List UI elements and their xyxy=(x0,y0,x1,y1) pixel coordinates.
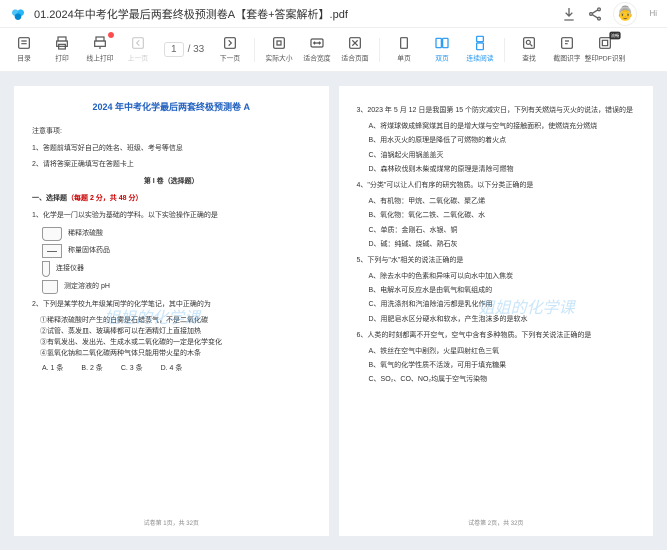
fit-width-button[interactable]: 适合宽度 xyxy=(299,30,335,70)
notice-heading: 注意事项: xyxy=(32,126,311,137)
single-button[interactable]: 单页 xyxy=(386,30,422,70)
download-icon[interactable] xyxy=(561,6,577,22)
prev-icon xyxy=(130,35,146,51)
online-print-icon xyxy=(92,35,108,51)
q4d: D、碱：纯碱、烧碱、熟石灰 xyxy=(369,239,636,250)
continuous-icon xyxy=(472,35,488,51)
document-title: 01.2024年中考化学最后两套终极预测卷A【套卷+答案解析】.pdf xyxy=(34,6,561,22)
print-icon xyxy=(54,35,70,51)
q5a: A、除去水中的色素和异味可以向水中加入焦炭 xyxy=(369,271,636,282)
page-footer-1: 试卷第 1页，共 32页 xyxy=(14,520,329,530)
q2-opt1: ①稀释浓硫酸时产生的白雾是石蜡蒸气，不是二氧化碳 xyxy=(40,315,311,326)
next-icon xyxy=(222,35,238,51)
find-button[interactable]: 查找 xyxy=(511,30,547,70)
q1: 1、化学是一门以实验为基础的学科。以下实验操作正确的是 xyxy=(32,210,311,221)
print-button[interactable]: 打印 xyxy=(44,30,80,70)
page-1: 2024 年中考化学最后两套终极预测卷 A 注意事项: 1、答题前填写好自己的姓… xyxy=(14,86,329,536)
figure-bottle-icon xyxy=(42,227,62,241)
catalog-icon xyxy=(16,35,32,51)
app-header: 01.2024年中考化学最后两套终极预测卷A【套卷+答案解析】.pdf 👵 Hi xyxy=(0,0,667,28)
q6b: B、氧气的化学性质不活泼，可用于填充糖果 xyxy=(369,360,636,371)
continuous-button[interactable]: 连续阅读 xyxy=(462,30,498,70)
q4a: A、有机物：甲烷、二氧化碳、聚乙烯 xyxy=(369,196,636,207)
notice-1: 1、答题前填写好自己的姓名、班级、考号等信息 xyxy=(32,143,311,154)
q3b: B、用水灭火的原理是降低了可燃物的着火点 xyxy=(369,135,636,146)
q2-answers: A. 1 条B. 2 条C. 3 条D. 4 条 xyxy=(42,363,311,374)
part-1-title: 第 I 卷（选择题） xyxy=(32,176,311,187)
fit-width-icon xyxy=(309,35,325,51)
q4: 4、"分类"可以让人们有序的研究物质。以下分类正确的是 xyxy=(357,180,636,191)
q2-opt2: ②试管、蒸发皿、玻璃棒都可以在酒精灯上直接加热 xyxy=(40,326,311,337)
q2-opt3: ③有氧发出、发出光、生成水或二氧化碳的一定是化学变化 xyxy=(40,337,311,348)
user-avatar[interactable]: 👵 xyxy=(613,2,637,26)
q4b: B、氧化物：氧化二铁、二氧化碳、水 xyxy=(369,210,636,221)
section-1: 一、选择题（每题 2 分，共 48 分） xyxy=(32,193,311,204)
single-icon xyxy=(396,35,412,51)
find-icon xyxy=(521,35,537,51)
figure-tube-icon xyxy=(42,261,50,277)
ocr-button[interactable]: 截图识字 xyxy=(549,30,585,70)
actual-button[interactable]: 实际大小 xyxy=(261,30,297,70)
q3a: A、将煤球做成蜂窝煤其目的是增大煤与空气的接触面积，使燃烧充分燃烧 xyxy=(369,121,636,132)
online-print-button[interactable]: 线上打印 xyxy=(82,30,118,70)
q5b: B、电解水可反应水是由氧气和氧组成的 xyxy=(369,285,636,296)
double-icon xyxy=(434,35,450,51)
q2: 2、下列是某学校九年级某同学的化学笔记，其中正确的为 xyxy=(32,299,311,310)
pdf-ocr-button[interactable]: 整印PDF识别流畅 xyxy=(587,30,623,70)
q2-opt4: ④氢氧化钠和二氧化碳两种气体只能用带火星的木条 xyxy=(40,348,311,359)
q6c: C、SO₂、CO、NO₂均属于空气污染物 xyxy=(369,374,636,385)
app-logo-icon xyxy=(10,6,26,22)
q5d: D、用肥皂水区分硬水和软水，产生泡沫多的是软水 xyxy=(369,314,636,325)
page-2: 3、2023 年 5 月 12 日是我国第 15 个防灾减灾日，下列有关燃烧与灭… xyxy=(339,86,654,536)
q5c: C、用洗涤剂和汽油除油污都是乳化作用 xyxy=(369,299,636,310)
figure-beaker-icon xyxy=(42,280,58,294)
q3: 3、2023 年 5 月 12 日是我国第 15 个防灾减灾日，下列有关燃烧与灭… xyxy=(357,105,636,116)
actual-icon xyxy=(271,35,287,51)
smart-tag: 流畅 xyxy=(610,31,621,39)
ocr-icon xyxy=(559,35,575,51)
badge-icon xyxy=(108,32,114,38)
pdf-viewer: 2024 年中考化学最后两套终极预测卷 A 注意事项: 1、答题前填写好自己的姓… xyxy=(0,72,667,550)
fit-page-icon xyxy=(347,35,363,51)
prev-button: 上一页 xyxy=(120,30,156,70)
fit-page-button[interactable]: 适合页面 xyxy=(337,30,373,70)
q4c: C、单质：金刚石、水银、铜 xyxy=(369,225,636,236)
catalog-button[interactable]: 目录 xyxy=(6,30,42,70)
page-indicator[interactable]: 1/ 33 xyxy=(164,42,204,57)
share-icon[interactable] xyxy=(587,6,603,22)
toolbar: 目录打印线上打印上一页 1/ 33 下一页实际大小适合宽度适合页面单页双页连续阅读查… xyxy=(0,28,667,72)
q6: 6、人类的时刻都离不开空气，空气中含有多种物质。下列有关说法正确的是 xyxy=(357,330,636,341)
page-footer-2: 试卷第 2页，共 32页 xyxy=(339,520,654,530)
q6a: A、铁丝在空气中剧烈，火星四射红色三氧 xyxy=(369,346,636,357)
double-button[interactable]: 双页 xyxy=(424,30,460,70)
q5: 5、下列与"水"相关的说法正确的是 xyxy=(357,255,636,266)
greeting: Hi xyxy=(649,9,657,18)
next-button[interactable]: 下一页 xyxy=(212,30,248,70)
figure-balance-icon xyxy=(42,244,62,258)
q3d: D、森林砍伐则木柴或煤常的原理是清除可燃物 xyxy=(369,164,636,175)
notice-2: 2、请将答案正确填写在答题卡上 xyxy=(32,159,311,170)
doc-main-title: 2024 年中考化学最后两套终极预测卷 A xyxy=(32,100,311,114)
q3c: C、油锅起火用锅盖盖灭 xyxy=(369,150,636,161)
